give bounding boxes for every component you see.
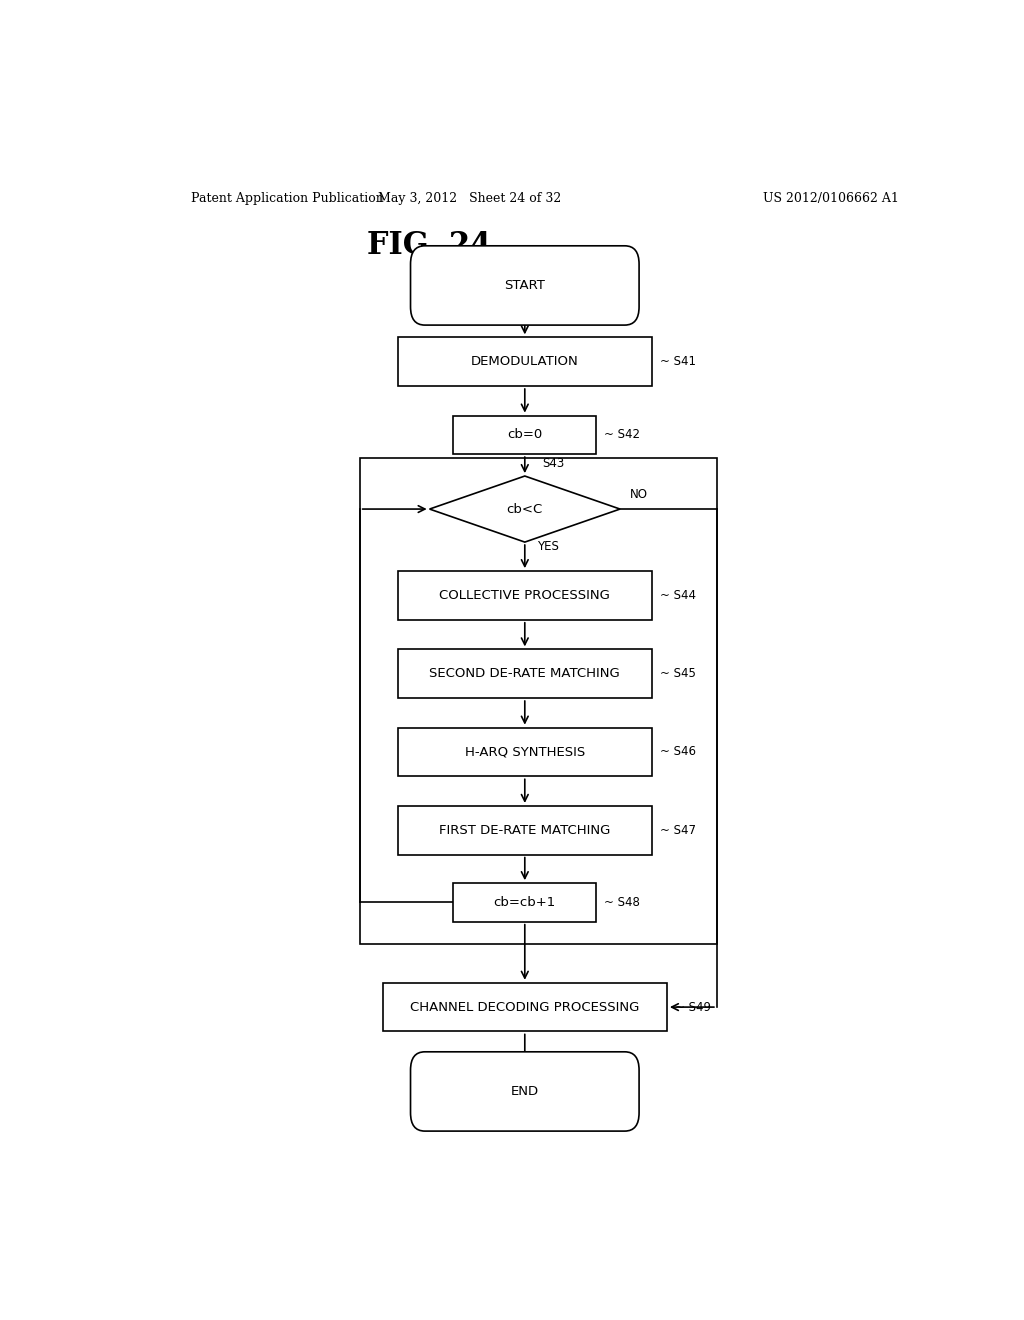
Text: cb=0: cb=0 bbox=[507, 429, 543, 441]
FancyBboxPatch shape bbox=[454, 883, 596, 921]
Text: ~ S48: ~ S48 bbox=[604, 896, 640, 909]
FancyBboxPatch shape bbox=[397, 338, 651, 385]
Text: END: END bbox=[511, 1085, 539, 1098]
Text: ~ S42: ~ S42 bbox=[604, 429, 640, 441]
FancyBboxPatch shape bbox=[411, 246, 639, 325]
Text: ~ S46: ~ S46 bbox=[659, 746, 695, 759]
FancyBboxPatch shape bbox=[397, 727, 651, 776]
Text: ~ S41: ~ S41 bbox=[659, 355, 695, 368]
Text: NO: NO bbox=[630, 488, 647, 502]
Text: DEMODULATION: DEMODULATION bbox=[471, 355, 579, 368]
Text: FIRST DE-RATE MATCHING: FIRST DE-RATE MATCHING bbox=[439, 824, 610, 837]
Text: H-ARQ SYNTHESIS: H-ARQ SYNTHESIS bbox=[465, 746, 585, 759]
FancyBboxPatch shape bbox=[397, 649, 651, 698]
Text: COLLECTIVE PROCESSING: COLLECTIVE PROCESSING bbox=[439, 589, 610, 602]
Text: START: START bbox=[505, 279, 545, 292]
FancyBboxPatch shape bbox=[454, 416, 596, 454]
Text: YES: YES bbox=[537, 540, 558, 553]
Text: cb<C: cb<C bbox=[507, 503, 543, 516]
Text: US 2012/0106662 A1: US 2012/0106662 A1 bbox=[763, 191, 899, 205]
FancyBboxPatch shape bbox=[411, 1052, 639, 1131]
Text: FIG. 24: FIG. 24 bbox=[368, 230, 492, 260]
FancyBboxPatch shape bbox=[397, 805, 651, 854]
Text: ~ S45: ~ S45 bbox=[659, 667, 695, 680]
Text: S43: S43 bbox=[543, 457, 564, 470]
Text: ~ S47: ~ S47 bbox=[659, 824, 695, 837]
Text: May 3, 2012   Sheet 24 of 32: May 3, 2012 Sheet 24 of 32 bbox=[378, 191, 561, 205]
Text: SECOND DE-RATE MATCHING: SECOND DE-RATE MATCHING bbox=[429, 667, 621, 680]
Text: ~ S44: ~ S44 bbox=[659, 589, 695, 602]
Text: cb=cb+1: cb=cb+1 bbox=[494, 896, 556, 909]
Text: ~ S49: ~ S49 bbox=[675, 1001, 711, 1014]
Polygon shape bbox=[430, 477, 620, 543]
Text: CHANNEL DECODING PROCESSING: CHANNEL DECODING PROCESSING bbox=[411, 1001, 639, 1014]
FancyBboxPatch shape bbox=[383, 982, 667, 1031]
FancyBboxPatch shape bbox=[397, 572, 651, 620]
Text: Patent Application Publication: Patent Application Publication bbox=[191, 191, 384, 205]
